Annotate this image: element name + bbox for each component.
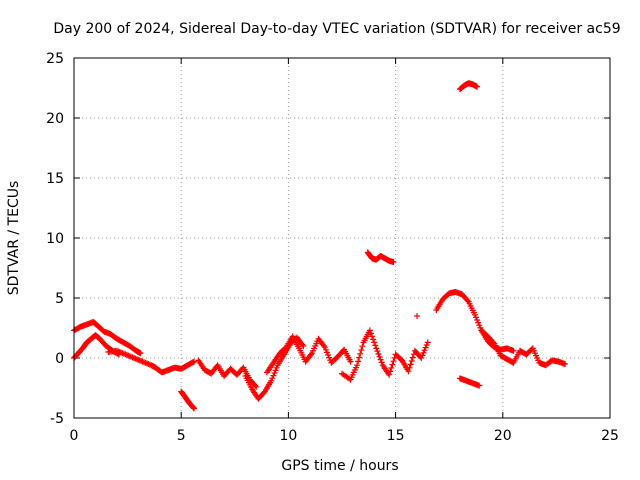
x-tick-label: 10: [279, 428, 297, 444]
data-point-interp: [377, 356, 384, 363]
data-point: [414, 313, 421, 319]
data-point-interp: [190, 404, 197, 411]
data-point-interp: [409, 354, 416, 361]
data-point-interp: [356, 354, 363, 361]
series-arc: [433, 289, 517, 354]
data-point: [373, 345, 380, 352]
data-point-interp: [358, 347, 365, 353]
x-tick-label: 25: [601, 428, 619, 444]
y-axis-label: SDTVAR / TECUs: [6, 181, 22, 296]
data-point: [354, 362, 361, 369]
data-point-interp: [408, 358, 415, 364]
series-arc: [178, 388, 198, 412]
y-tick-label: 15: [46, 171, 64, 187]
grid-lines: [74, 58, 610, 418]
data-point: [474, 83, 481, 90]
data-point-interp: [376, 353, 383, 360]
series-arc: [195, 357, 260, 390]
series-arc: [456, 375, 483, 389]
data-point-interp: [372, 342, 379, 349]
plot-frame: [73, 57, 611, 419]
data-point: [300, 343, 307, 349]
x-tick-label: 20: [494, 428, 512, 444]
series-arc: [414, 313, 421, 319]
x-tick-label: 0: [70, 428, 79, 444]
data-point-interp: [357, 350, 364, 357]
data-point-interp: [359, 343, 366, 350]
y-tick-label: 20: [46, 111, 64, 127]
data-point: [424, 339, 431, 346]
data-point-interp: [370, 336, 377, 343]
series-arc: [456, 80, 481, 93]
series-arc: [71, 319, 144, 357]
y-tick-label: -5: [50, 411, 64, 427]
series-arc: [364, 249, 397, 265]
y-tick-label: 25: [46, 51, 64, 67]
series-arc: [71, 332, 123, 361]
series-arc: [478, 327, 568, 369]
y-tick-label: 0: [55, 351, 64, 367]
data-point-interp: [464, 297, 471, 304]
data-point: [510, 347, 517, 354]
data-point: [476, 382, 483, 389]
chart-title: Day 200 of 2024, Sidereal Day-to-day VTE…: [53, 21, 620, 37]
series-arc: [105, 347, 198, 376]
axis-ticks: 0 5 10 15 20 25 -5 0 5 10 15 20 25: [46, 51, 619, 444]
x-tick-label: 5: [177, 428, 186, 444]
data-point-interp: [490, 339, 497, 346]
data-point-interp: [378, 359, 385, 366]
series-arc: [263, 333, 354, 376]
data-points: [71, 80, 568, 412]
data-point: [366, 327, 373, 334]
data-point-interp: [389, 361, 396, 368]
data-point: [390, 259, 397, 265]
series-arc: [339, 327, 431, 383]
data-point: [347, 358, 354, 365]
data-point-interp: [371, 339, 378, 346]
x-tick-label: 15: [387, 428, 405, 444]
data-point-interp: [406, 364, 413, 371]
data-point-interp: [407, 361, 414, 368]
y-tick-label: 10: [46, 231, 64, 247]
data-point-interp: [355, 358, 362, 365]
data-point: [386, 371, 393, 378]
y-tick-label: 5: [55, 291, 64, 307]
data-point: [191, 358, 198, 365]
data-point-interp: [367, 330, 374, 337]
data-point-interp: [390, 358, 397, 365]
data-point: [561, 361, 568, 367]
data-point-interp: [252, 382, 259, 389]
data-point-interp: [387, 368, 394, 375]
data-point: [137, 350, 144, 357]
data-point-interp: [374, 348, 381, 355]
data-point: [191, 405, 198, 412]
x-axis-label: GPS time / hours: [281, 458, 398, 474]
data-point-interp: [388, 365, 395, 371]
data-point: [253, 383, 260, 390]
data-point: [405, 368, 412, 375]
data-point-interp: [375, 351, 382, 357]
data-point-interp: [369, 333, 376, 340]
